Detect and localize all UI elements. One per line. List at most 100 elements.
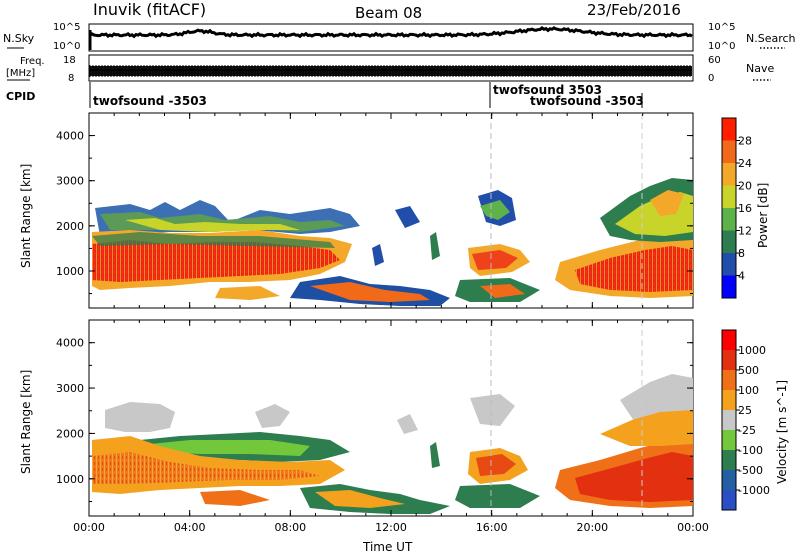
colorbar-swatch [722,118,736,141]
power-lower-patch-orange [310,282,430,302]
vel-1600-main-core [476,454,516,476]
vel-main-core [92,452,320,484]
vel-upper-grey-2 [255,404,290,428]
cpid-segment-2: twofsound 3503 [493,83,602,97]
cpid-segment-1: twofsound -3503 [93,94,207,108]
colorbar-swatch [722,163,736,186]
y-tick-label: 4000 [56,130,84,143]
beam-label: Beam 08 [355,4,422,22]
vel-upper-grey-3 [470,394,515,426]
nave-tick-bottom: 0 [708,73,714,84]
y-tick-label: 1000 [56,265,84,278]
power-main-band-edge [92,232,335,248]
cpid-segment-3: twofsound -3503 [530,94,644,108]
colorbar-swatch [722,253,736,276]
nsearch-label: N.Search [746,32,796,45]
power-scatter-3 [430,232,440,260]
vel-mid-lightgreen [150,440,310,456]
colorbar-swatch [722,490,736,511]
nsearch-tick-bottom: 10^0 [708,41,735,52]
nsearch-tick-top: 10^5 [708,22,735,33]
colorbar-swatch [722,470,736,491]
nsky-label: N.Sky [3,32,35,45]
y-tick-label: 3000 [56,175,84,188]
vel-evening-upper [600,410,693,446]
colorbar-swatch [722,370,736,391]
velocity-colorbar: 1000 500 100 25 -25 -100 -500 -1000 [721,329,770,511]
vel-upper-grey-1 [105,402,175,432]
colorbar-swatch [722,185,736,209]
nsky-tick-bottom: 10^0 [53,41,80,52]
colorbar-tick-label: 20 [738,180,752,193]
y-tick-label: 1000 [56,473,84,486]
colorbar-tick-label: 500 [738,364,759,377]
colorbar-tick-label: 16 [738,202,752,215]
x-tick-label: 12:00 [375,521,407,534]
freq-label-2: [MHz] [6,68,35,79]
y-tick-label: 3000 [56,382,84,395]
colorbar-swatch [722,350,736,371]
colorbar-tick-label: -25 [738,424,756,437]
power-panel: Slant Range [km] 1000 2000 3000 4000 4 8 12 16… [19,112,770,309]
colorbar-swatch [722,430,736,451]
colorbar-swatch [722,208,736,231]
power-scatter-2 [372,244,384,266]
nave-label: Nave [746,62,774,75]
velocity-panel: Slant Range [km] 1000 2000 3000 4000 00:00 0… [19,319,789,554]
power-y-axis: 1000 2000 3000 4000 [56,112,693,295]
cpid-label: CPID [6,90,35,103]
power-scatter-1 [395,206,420,228]
x-tick-label: 08:00 [274,521,306,534]
date-label: 23/Feb/2016 [587,1,681,19]
power-colorbar-label: Power [dB] [756,183,770,248]
velocity-x-axis: 00:00 04:00 08:00 12:00 16:00 20:00 00:00 [73,320,709,534]
colorbar-frame [721,329,737,511]
freq-label-1: Freq. [20,56,45,67]
colorbar-swatch [722,140,736,164]
x-tick-label: 16:00 [476,521,508,534]
vel-1600-lower [455,484,540,508]
nave-tick-top: 60 [708,55,721,66]
colorbar-swatch [722,330,736,351]
vel-scatter-1 [397,414,418,434]
y-tick-label: 2000 [56,427,84,440]
colorbar-tick-label: 4 [738,270,745,283]
colorbar-swatch [722,410,736,431]
nsky-tick-top: 10^5 [53,22,80,33]
vel-lower-orange-2 [200,490,270,506]
colorbar-tick-label: 8 [738,247,745,260]
colorbar-tick-label: -100 [738,444,763,457]
colorbar-tick-label: 1000 [738,344,766,357]
colorbar-tick-label: 12 [738,225,752,238]
power-main-band-core [92,240,340,282]
nsky-strip: N.Sky 10^5 10^0 10^5 10^0 N.Search [3,22,796,52]
vel-evening-core [575,452,693,502]
velocity-colorbar-label: Velocity [m s^-1] [775,380,789,484]
velocity-xlabel: Time UT [362,540,413,554]
cpid-strip: CPID twofsound -3503 twofsound 3503 twof… [6,82,644,108]
x-tick-label: 04:00 [174,521,206,534]
x-tick-label: 00:00 [73,521,105,534]
colorbar-swatch [722,230,736,254]
colorbar-tick-label: 100 [738,384,759,397]
velocity-y-axis: 1000 2000 3000 4000 [56,319,693,502]
freq-strip: Freq. [MHz] 18 8 60 0 Nave [6,54,774,84]
power-x-axis [88,113,694,308]
power-1600-main-core [472,250,518,270]
nsky-trace [89,26,693,39]
freq-tick-top: 18 [63,55,76,66]
colorbar-swatch [722,450,736,471]
power-colorbar: 4 8 12 16 20 24 28 [721,117,752,299]
colorbar-tick-label: 24 [738,157,752,170]
power-lower-patch-2 [215,286,280,300]
power-evening-core [575,246,693,292]
colorbar-tick-label: -500 [738,464,763,477]
power-upper-band-light [125,218,300,232]
y-tick-label: 2000 [56,220,84,233]
colorbar-swatch [722,275,736,299]
velocity-ylabel: Slant Range [km] [19,370,33,474]
y-tick-label: 4000 [56,337,84,350]
power-ylabel: Slant Range [km] [19,164,33,268]
freq-tick-bottom: 8 [68,73,74,84]
